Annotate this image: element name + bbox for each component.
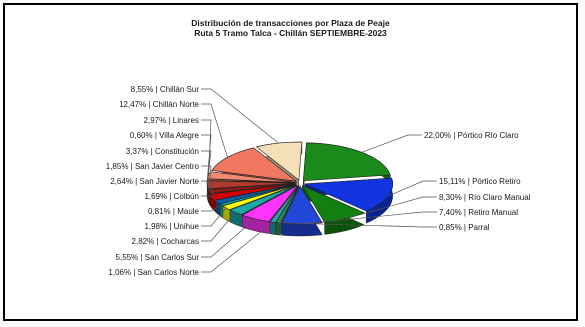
slice-label: 1,85% | San Javier Centro: [106, 162, 200, 171]
pie-slice: [255, 141, 303, 181]
pie-labels: 22,00% | Pórtico Río Claro 15,11% | Pórti…: [106, 85, 531, 277]
slice-label: 1,06% | San Carlos Norte: [108, 268, 199, 277]
chart-title: Distribución de transacciones por Plaza …: [5, 18, 576, 38]
slice-label: 8,55% | Chillán Sur: [131, 85, 200, 94]
leader-line: [201, 150, 212, 185]
slice-label: 7,40% | Retiro Manual: [439, 208, 518, 217]
leader-line: [201, 119, 212, 176]
leader-line: [301, 211, 437, 225]
leader-line: [201, 218, 256, 258]
pie-slices: [206, 141, 394, 225]
leader-line: [201, 221, 273, 273]
leader-line: [201, 165, 212, 192]
slice-label: 1,98% | Unihue: [144, 222, 199, 231]
leader-line: [201, 103, 228, 158]
chart-subtitle: Ruta 5 Tramo Talca - Chillán SEPTIEMBRE-…: [194, 28, 387, 38]
leader-line: [388, 180, 437, 197]
leader-line: [201, 207, 227, 227]
slice-label: 1,69% | Colbún: [144, 192, 199, 201]
slice-label: 3,37% | Constitución: [126, 147, 199, 156]
slice-label: 12,47% | Chillán Norte: [119, 100, 199, 109]
pie-slice: [229, 184, 297, 216]
slice-label: 2,64% | San Javier Norte: [110, 177, 199, 186]
chart-title-line1: Distribución de transacciones por Plaza …: [191, 18, 390, 28]
slice-label: 0,85% | Parral: [439, 223, 490, 232]
leader-line: [201, 195, 219, 203]
leader-line: [361, 134, 422, 153]
slice-label: 5,55% | San Carlos Sur: [116, 253, 200, 262]
slice-label: 2,97% | Linares: [144, 116, 199, 125]
leader-line: [278, 222, 437, 228]
leader-line: [345, 196, 437, 220]
slice-label: 22,00% | Pórtico Río Claro: [424, 131, 519, 140]
leader-line: [201, 204, 222, 212]
slice-label: 8,30% | Río Claro Manual: [439, 193, 531, 202]
slice-label: 2,82% | Cocharcas: [132, 237, 199, 246]
pie-slice: [269, 185, 299, 223]
pie-slice: [211, 147, 298, 182]
pie-slice: [304, 177, 394, 212]
pie-slice: [302, 142, 391, 182]
leader-line: [201, 134, 212, 180]
leader-line: [201, 88, 279, 144]
slice-label: 15,11% | Pórtico Retiro: [439, 177, 521, 186]
leader-line: [201, 212, 236, 242]
leader-line: [201, 180, 213, 198]
slice-label: 0,81% | Maule: [148, 207, 200, 216]
slice-label: 0,60% | Villa Alegre: [130, 131, 200, 140]
